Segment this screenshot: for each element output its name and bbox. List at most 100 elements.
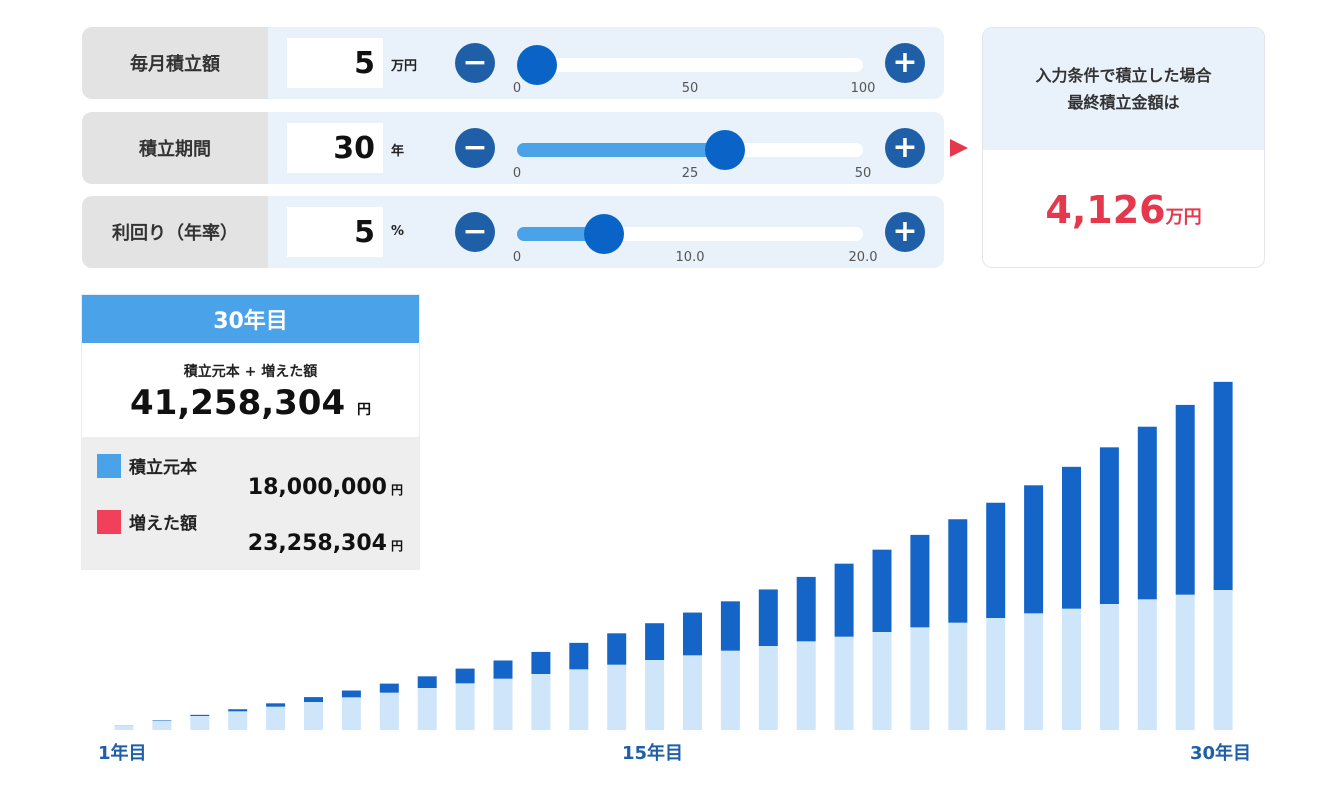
- bar-gain-12[interactable]: [531, 651, 551, 674]
- bar-gain-2[interactable]: [152, 720, 172, 721]
- gain-swatch: [97, 509, 121, 534]
- minus-icon: −: [462, 45, 488, 80]
- period-plus-button[interactable]: +: [885, 128, 925, 168]
- bar-gain-27[interactable]: [1099, 447, 1119, 604]
- x-label-last: 30年目: [1190, 743, 1252, 764]
- bar-principal-14[interactable]: [607, 664, 627, 730]
- monthly-amount-minus-button[interactable]: −: [455, 43, 495, 83]
- bar-principal-1[interactable]: [114, 725, 134, 730]
- slider-thumb[interactable]: [517, 45, 557, 85]
- bar-gain-17[interactable]: [720, 601, 740, 651]
- bar-principal-6[interactable]: [304, 702, 323, 730]
- bar-principal-26[interactable]: [1062, 608, 1081, 730]
- bar-gain-18[interactable]: [758, 589, 778, 646]
- bar-gain-5[interactable]: [266, 703, 286, 707]
- bar-gain-8[interactable]: [379, 683, 399, 693]
- bar-gain-29[interactable]: [1175, 404, 1195, 595]
- bar-gain-9[interactable]: [417, 676, 437, 688]
- result-line-2: 最終積立金額は: [1067, 93, 1180, 112]
- bar-principal-8[interactable]: [379, 692, 399, 730]
- principal-label: 積立元本: [129, 458, 197, 478]
- bar-principal-15[interactable]: [645, 660, 665, 730]
- monthly-amount-plus-button[interactable]: +: [885, 43, 925, 83]
- bar-gain-7[interactable]: [341, 690, 361, 698]
- bar-gain-13[interactable]: [569, 642, 589, 670]
- result-amount: 4,126: [1045, 188, 1166, 232]
- bar-gain-11[interactable]: [493, 660, 513, 679]
- monthly-amount-input[interactable]: 5: [287, 38, 383, 88]
- bar-gain-16[interactable]: [683, 612, 702, 656]
- period-minus-button[interactable]: −: [455, 128, 495, 168]
- bar-gain-20[interactable]: [834, 563, 854, 637]
- bar-principal-18[interactable]: [758, 646, 778, 730]
- bar-gain-19[interactable]: [796, 576, 816, 642]
- bar-principal-22[interactable]: [910, 627, 930, 730]
- monthly-amount-slider[interactable]: [517, 45, 863, 85]
- bar-gain-25[interactable]: [1024, 485, 1044, 614]
- bar-principal-20[interactable]: [834, 636, 854, 730]
- bar-principal-13[interactable]: [569, 669, 589, 730]
- bar-principal-27[interactable]: [1099, 604, 1119, 730]
- result-card: 入力条件で積立した場合 最終積立金額は 4,126万円: [982, 27, 1265, 268]
- principal-value: 18,000,000: [247, 475, 387, 500]
- bar-principal-12[interactable]: [531, 674, 551, 730]
- bar-principal-4[interactable]: [228, 711, 248, 730]
- bar-principal-9[interactable]: [417, 688, 437, 730]
- result-value: 4,126万円: [983, 188, 1264, 232]
- slider-tick: 0: [512, 166, 522, 181]
- year-total-label: 積立元本 + 増えた額: [183, 364, 318, 380]
- rate-row: 利回り（年率） 5 % − 0 10.0 20.0 +: [82, 196, 944, 268]
- slider-fill: [517, 143, 725, 157]
- bar-principal-7[interactable]: [341, 697, 361, 730]
- bar-gain-6[interactable]: [304, 697, 323, 702]
- year-total-unit: 円: [356, 402, 371, 418]
- bar-gain-3[interactable]: [190, 714, 210, 716]
- bar-principal-24[interactable]: [986, 618, 1006, 730]
- gain-label: 増えた額: [129, 514, 197, 534]
- result-unit: 万円: [1165, 207, 1202, 228]
- bar-principal-19[interactable]: [796, 641, 816, 730]
- period-input[interactable]: 30: [287, 123, 383, 173]
- gain-amount: 23,258,304 円: [248, 531, 403, 556]
- result-line-1: 入力条件で積立した場合: [1035, 66, 1212, 85]
- bar-principal-30[interactable]: [1213, 590, 1233, 730]
- principal-swatch: [97, 453, 121, 478]
- bar-gain-28[interactable]: [1137, 426, 1157, 600]
- bar-gain-21[interactable]: [872, 549, 892, 632]
- bar-gain-23[interactable]: [948, 519, 968, 623]
- legend-gain: 増えた額: [97, 509, 197, 534]
- period-slider[interactable]: [517, 130, 863, 170]
- rate-minus-button[interactable]: −: [455, 212, 495, 252]
- bar-gain-14[interactable]: [607, 633, 627, 665]
- bar-principal-10[interactable]: [455, 683, 475, 730]
- bar-principal-2[interactable]: [152, 720, 172, 730]
- bar-gain-10[interactable]: [455, 668, 475, 684]
- bar-gain-24[interactable]: [986, 502, 1006, 618]
- bar-gain-30[interactable]: [1213, 381, 1233, 590]
- slider-thumb[interactable]: [704, 130, 745, 170]
- period-label: 積立期間: [82, 112, 268, 184]
- bar-principal-23[interactable]: [948, 622, 968, 730]
- rate-slider[interactable]: [517, 214, 863, 254]
- bar-principal-3[interactable]: [190, 716, 210, 730]
- bar-principal-11[interactable]: [493, 678, 513, 730]
- bar-gain-4[interactable]: [228, 709, 248, 712]
- bar-principal-28[interactable]: [1137, 599, 1157, 730]
- slider-tick: 25: [681, 166, 699, 181]
- slider-thumb[interactable]: [583, 214, 624, 254]
- bar-principal-16[interactable]: [683, 655, 702, 730]
- bar-gain-26[interactable]: [1062, 466, 1081, 609]
- principal-amount: 18,000,000 円: [248, 475, 403, 500]
- bar-principal-21[interactable]: [872, 632, 892, 730]
- bar-principal-17[interactable]: [720, 650, 740, 730]
- bar-principal-25[interactable]: [1024, 613, 1044, 730]
- rate-input[interactable]: 5: [287, 207, 383, 257]
- slider-tick: 20.0: [848, 250, 878, 265]
- slider-tick: 50: [681, 81, 699, 96]
- bar-gain-15[interactable]: [645, 623, 665, 660]
- bar-gain-22[interactable]: [910, 534, 930, 628]
- year-total-amount: 41,258,304: [130, 383, 346, 423]
- bar-principal-5[interactable]: [266, 706, 286, 730]
- bar-principal-29[interactable]: [1175, 594, 1195, 730]
- rate-plus-button[interactable]: +: [885, 212, 925, 252]
